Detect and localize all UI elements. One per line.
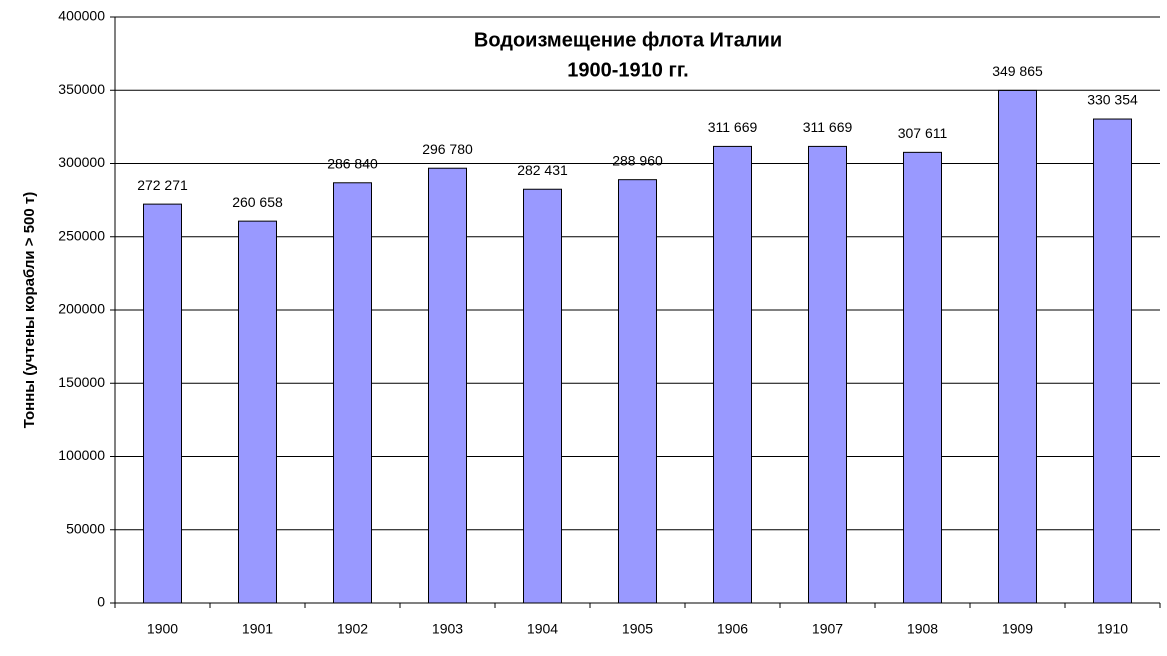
x-tick-label: 1902 [337,621,368,637]
y-tick-label: 0 [97,594,105,610]
bar [998,89,1037,604]
y-tick-label: 50000 [66,520,105,536]
y-axis-label: Тонны (учтены корабли > 500 т) [21,192,38,429]
bar [523,188,562,604]
bar [808,145,847,604]
data-label: 307 611 [898,125,948,141]
bar [428,167,467,604]
x-tick-label: 1901 [242,621,273,637]
x-tick-label: 1906 [717,621,748,637]
x-tick-label: 1908 [907,621,938,637]
x-tick-label: 1903 [432,621,463,637]
data-label: 311 669 [708,119,758,135]
y-tick-label: 300000 [58,154,105,170]
data-label: 286 840 [327,155,378,171]
data-label: 330 354 [1087,92,1138,108]
y-tick-label: 250000 [58,227,105,243]
chart-title: 1900-1910 гг. [567,59,688,81]
chart-title: Водоизмещение флота Италии [474,29,782,51]
bar [713,145,752,604]
bar [1093,118,1132,604]
y-tick-label: 200000 [58,301,105,317]
data-label: 349 865 [992,63,1043,79]
x-tick-label: 1907 [812,621,843,637]
data-label: 288 960 [612,152,663,168]
y-tick-label: 150000 [58,374,105,390]
x-tick-label: 1900 [147,621,178,637]
x-tick-label: 1909 [1002,621,1033,637]
y-tick-label: 350000 [58,81,105,97]
data-label: 296 780 [422,141,473,157]
bar [143,203,182,604]
bar [238,220,277,604]
bar [903,151,942,604]
data-label: 282 431 [517,162,568,178]
y-tick-label: 100000 [58,447,105,463]
bar [333,182,372,604]
data-label: 311 669 [803,119,853,135]
x-tick-label: 1904 [527,621,558,637]
data-label: 260 658 [232,194,283,210]
bar [618,179,657,604]
y-tick-label: 400000 [58,8,105,24]
data-label: 272 271 [137,177,188,193]
x-tick-label: 1910 [1097,621,1128,637]
x-tick-label: 1905 [622,621,653,637]
